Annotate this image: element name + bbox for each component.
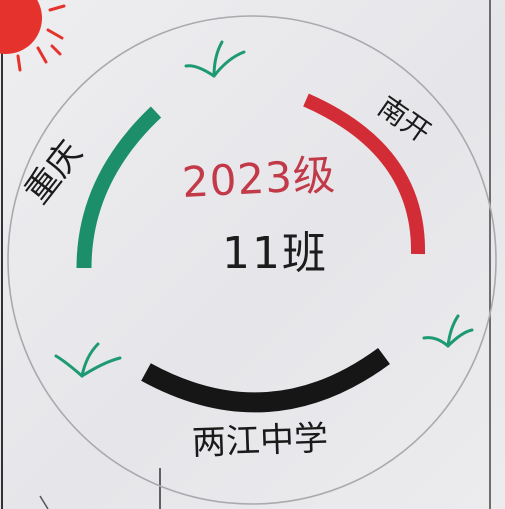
class-name-label: 11班 <box>222 228 328 279</box>
grass-left-icon <box>54 342 122 378</box>
class-year-label: 2023级 <box>180 150 338 207</box>
black-arc <box>141 347 390 413</box>
red-arc <box>303 93 426 255</box>
bottom-corner-mark <box>39 495 49 509</box>
school-full-label: 两江中学 <box>191 418 329 464</box>
grass-top-icon <box>184 40 246 78</box>
badge-circle-outline <box>7 15 497 505</box>
grass-right-icon <box>422 314 474 348</box>
sun-icon <box>0 0 66 72</box>
green-arc <box>76 106 162 269</box>
